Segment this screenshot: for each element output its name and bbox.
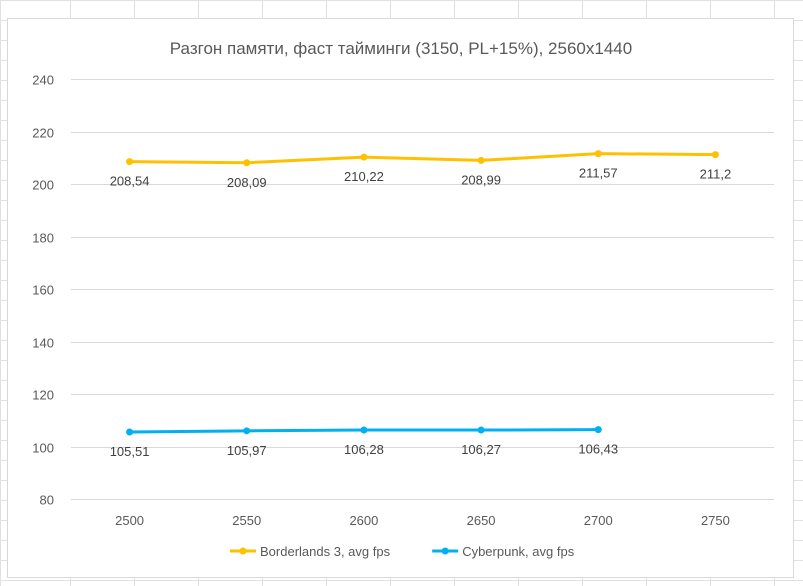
x-tick-label: 2650 bbox=[467, 513, 496, 528]
data-label: 208,54 bbox=[110, 174, 150, 189]
data-label: 106,28 bbox=[344, 442, 384, 457]
data-point bbox=[360, 426, 368, 434]
x-tick-label: 2700 bbox=[584, 513, 613, 528]
data-label: 106,27 bbox=[461, 442, 501, 457]
data-point bbox=[243, 427, 251, 435]
chart-title: Разгон памяти, фаст тайминги (3150, PL+1… bbox=[170, 39, 632, 58]
y-tick-label: 180 bbox=[32, 231, 54, 246]
y-tick-label: 200 bbox=[32, 178, 54, 193]
data-point bbox=[126, 158, 134, 166]
data-point bbox=[243, 159, 251, 167]
legend: Borderlands 3, avg fps Cyberpunk, avg fps bbox=[230, 544, 575, 559]
y-tick-label: 100 bbox=[32, 441, 54, 456]
data-label: 105,97 bbox=[227, 443, 267, 458]
gridlines bbox=[71, 79, 774, 500]
data-point bbox=[594, 150, 602, 158]
y-tick-label: 80 bbox=[40, 493, 54, 508]
x-axis-tick-labels: 2500 2550 2600 2650 2700 2750 bbox=[115, 513, 730, 528]
series-line bbox=[128, 152, 717, 165]
x-tick-label: 2550 bbox=[232, 513, 261, 528]
series-layer bbox=[126, 150, 719, 436]
x-tick-label: 2750 bbox=[701, 513, 730, 528]
data-label: 106,43 bbox=[578, 442, 618, 457]
data-label: 211,2 bbox=[700, 167, 732, 182]
y-axis-tick-labels: 80 100 120 140 160 180 200 220 240 bbox=[32, 73, 54, 508]
data-point bbox=[594, 426, 602, 434]
y-tick-label: 220 bbox=[32, 126, 54, 141]
data-point bbox=[711, 151, 719, 159]
legend-marker bbox=[441, 547, 449, 555]
legend-marker bbox=[239, 547, 247, 555]
data-label: 208,99 bbox=[461, 172, 501, 187]
legend-label: Cyberpunk, avg fps bbox=[462, 544, 575, 559]
data-label: 211,57 bbox=[579, 166, 618, 181]
data-label: 210,22 bbox=[344, 169, 384, 184]
data-label: 105,51 bbox=[110, 444, 150, 459]
data-label: 208,09 bbox=[227, 175, 267, 190]
y-tick-label: 120 bbox=[32, 388, 54, 403]
y-tick-label: 140 bbox=[32, 336, 54, 351]
y-tick-label: 160 bbox=[32, 283, 54, 298]
chart-area[interactable]: Разгон памяти, фаст тайминги (3150, PL+1… bbox=[7, 18, 794, 578]
data-point bbox=[477, 156, 485, 164]
legend-label: Borderlands 3, avg fps bbox=[260, 544, 391, 559]
line-chart: Разгон памяти, фаст тайминги (3150, PL+1… bbox=[32, 39, 774, 559]
data-point bbox=[126, 428, 134, 436]
x-tick-label: 2500 bbox=[115, 513, 144, 528]
data-point bbox=[360, 153, 368, 161]
y-tick-label: 240 bbox=[32, 73, 54, 88]
data-labels: 208,54 208,09 210,22 208,99 211,57 211,2 105,5… bbox=[110, 166, 732, 459]
data-point bbox=[477, 426, 485, 434]
x-tick-label: 2600 bbox=[349, 513, 378, 528]
